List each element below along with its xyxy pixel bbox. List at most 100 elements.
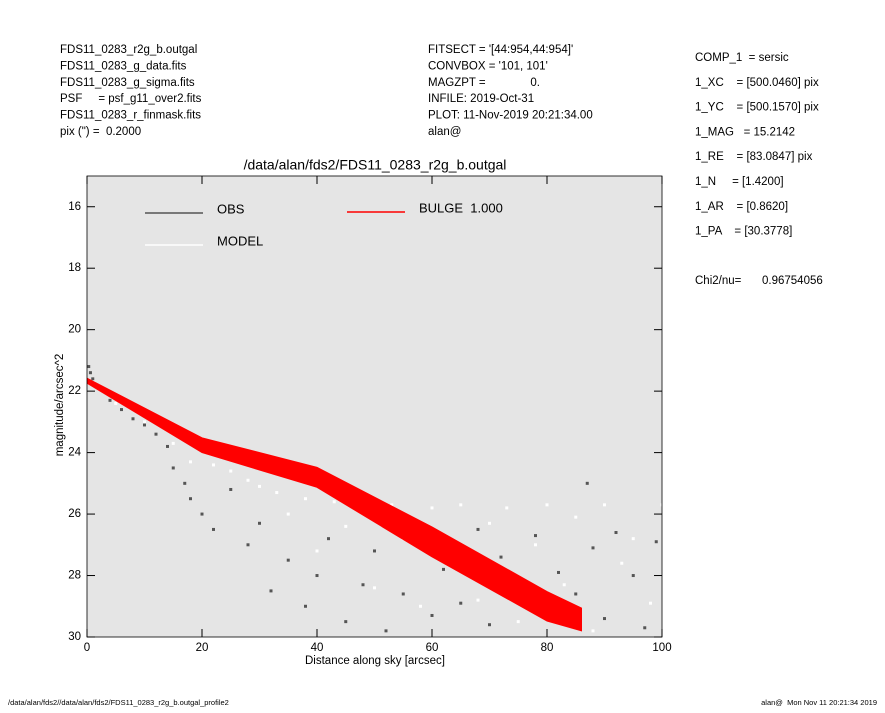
point	[488, 623, 491, 627]
point	[574, 515, 578, 519]
point	[516, 620, 520, 624]
point	[476, 527, 480, 531]
header-line: INFILE: 2019-Oct-31	[428, 93, 534, 105]
point	[499, 555, 503, 559]
point	[419, 604, 422, 608]
y-tick-label: 26	[68, 508, 81, 520]
param-line: 1_RE = [83.0847] pix	[695, 151, 813, 163]
header-line: FDS11_0283_r_finmask.fits	[60, 110, 201, 122]
point	[286, 558, 290, 562]
point	[603, 617, 606, 621]
point	[229, 487, 233, 491]
point	[591, 546, 595, 550]
point	[430, 506, 434, 510]
point	[143, 423, 146, 427]
chart-title: /data/alan/fds2/FDS11_0283_r2g_b.outgal	[244, 157, 507, 173]
point	[390, 503, 394, 507]
point	[545, 503, 549, 507]
point	[131, 417, 135, 421]
point	[373, 549, 376, 553]
param-line: 1_PA = [30.3778]	[695, 226, 792, 238]
chi2-label: Chi2/nu=	[695, 275, 742, 287]
point	[459, 503, 463, 507]
point	[660, 503, 662, 507]
point	[476, 598, 480, 602]
point	[304, 604, 307, 608]
y-tick-label: 28	[68, 570, 81, 582]
point	[344, 620, 348, 624]
point	[286, 512, 290, 516]
point	[459, 601, 463, 605]
point	[430, 613, 434, 617]
point	[91, 377, 95, 381]
point	[114, 401, 118, 405]
point	[246, 478, 250, 482]
point	[154, 432, 158, 436]
point	[315, 574, 319, 578]
header-line: FDS11_0283_g_sigma.fits	[60, 77, 195, 89]
point	[614, 531, 618, 535]
point	[258, 484, 261, 488]
param-line: 1_XC = [500.0460] pix	[695, 77, 819, 89]
point	[505, 506, 509, 510]
point	[87, 365, 91, 369]
plot-area	[87, 176, 662, 637]
point	[183, 481, 187, 485]
param-line: 1_N = [1.4200]	[695, 176, 784, 188]
x-tick-label: 20	[196, 642, 209, 654]
param-line: 1_YC = [500.1570] pix	[695, 102, 819, 114]
point	[442, 567, 445, 571]
point	[171, 466, 175, 470]
point	[620, 561, 624, 565]
point	[212, 463, 215, 467]
point	[534, 543, 537, 547]
y-tick-label: 18	[68, 262, 81, 274]
y-tick-label: 20	[68, 324, 81, 336]
header-line: alan@	[428, 126, 461, 138]
point	[631, 574, 635, 578]
point	[344, 524, 348, 528]
param-line: COMP_1 = sersic	[695, 52, 789, 64]
point	[304, 497, 307, 501]
x-tick-label: 40	[311, 642, 324, 654]
point	[603, 503, 606, 507]
x-tick-label: 0	[84, 642, 90, 654]
legend-label: MODEL	[217, 233, 263, 248]
point	[229, 469, 233, 473]
point	[171, 441, 175, 445]
bulge-band	[87, 377, 582, 632]
point	[373, 586, 376, 590]
point	[361, 583, 365, 587]
footer-left: /data/alan/fds2//data/alan/fds2/FDS11_02…	[8, 698, 229, 707]
point	[557, 570, 560, 574]
header-line: pix (") = 0.2000	[60, 126, 141, 138]
header-line: FITSECT = '[44:954,44:954]'	[428, 44, 573, 56]
point	[649, 601, 652, 605]
point	[143, 420, 146, 424]
param-line: 1_MAG = 15.2142	[695, 126, 795, 138]
point	[200, 512, 204, 516]
y-tick-label: 30	[68, 631, 81, 643]
param-line: 1_AR = [0.8620]	[695, 201, 788, 213]
legend-label: OBS	[217, 201, 245, 216]
chi2-value: 0.96754056	[762, 275, 823, 287]
plot-frame	[86, 175, 663, 638]
y-axis-label: magnitude/arcsec^2	[54, 354, 66, 457]
x-tick-label: 80	[541, 642, 554, 654]
header-line: MAGZPT = 0.	[428, 77, 540, 89]
header-line: PSF = psf_g11_over2.fits	[60, 93, 202, 105]
x-tick-label: 100	[652, 642, 671, 654]
x-axis-label: Distance along sky [arcsec]	[305, 655, 445, 667]
header-line: PLOT: 11-Nov-2019 20:21:34.00	[428, 110, 593, 122]
point	[212, 527, 215, 531]
point	[120, 408, 123, 412]
y-tick-label: 22	[68, 385, 81, 397]
point	[189, 497, 192, 501]
point	[327, 537, 330, 541]
point	[246, 543, 250, 547]
point	[189, 460, 192, 464]
header-line: CONVBOX = '101, 101'	[428, 60, 548, 72]
point	[88, 371, 92, 375]
point	[631, 537, 635, 541]
